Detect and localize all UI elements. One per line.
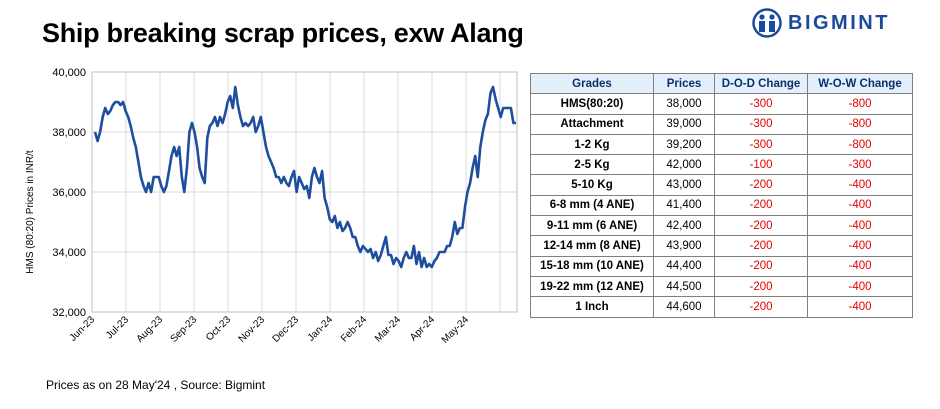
grade-cell: HMS(80:20) xyxy=(530,93,654,115)
plot-frame xyxy=(91,71,518,313)
y-tick-label: 32,000 xyxy=(52,307,86,319)
price-table: Grades Prices D-O-D Change W-O-W Change … xyxy=(530,72,913,318)
chart-series xyxy=(93,85,516,269)
price-cell: 39,200 xyxy=(653,133,715,156)
y-tick-label: 38,000 xyxy=(52,127,86,139)
x-tick-label: Mar-24 xyxy=(373,314,403,344)
x-tick-label: Aug-23 xyxy=(135,314,166,345)
dod-change-cell: -200 xyxy=(714,255,808,277)
price-cell: 41,400 xyxy=(653,194,715,217)
dod-change-cell: -200 xyxy=(714,235,808,257)
grade-cell: 1 Inch xyxy=(530,296,654,318)
chart-gridlines xyxy=(91,71,518,313)
grade-cell: 15-18 mm (10 ANE) xyxy=(530,255,654,277)
grade-cell: 19-22 mm (12 ANE) xyxy=(530,275,654,298)
dod-change-cell: -200 xyxy=(714,275,808,298)
grade-cell: 2-5 Kg xyxy=(530,154,654,176)
dod-change-cell: -300 xyxy=(714,133,808,156)
brand-logo: BIGMINT xyxy=(752,8,890,38)
x-tick-label: Feb-24 xyxy=(339,314,369,344)
dod-change-cell: -200 xyxy=(714,174,808,196)
grade-cell: 6-8 mm (4 ANE) xyxy=(530,194,654,217)
column-header-wow-change: W-O-W Change xyxy=(807,72,913,95)
x-tick-label: Jul-23 xyxy=(104,314,131,341)
grade-cell: 12-14 mm (8 ANE) xyxy=(530,235,654,257)
table-header-row: Grades Prices D-O-D Change W-O-W Change xyxy=(530,72,913,95)
x-tick-label: Sep-23 xyxy=(169,314,200,345)
wow-change-cell: -800 xyxy=(807,113,913,135)
price-cell: 39,000 xyxy=(653,113,715,135)
source-footnote: Prices as on 28 May'24 , Source: Bigmint xyxy=(46,378,266,392)
x-tick-label: Dec-23 xyxy=(271,314,302,345)
hms-price-line xyxy=(93,85,516,269)
dod-change-cell: -100 xyxy=(714,154,808,176)
price-cell: 44,500 xyxy=(653,275,715,298)
table-row: 2-5 Kg 42,000 -100 -300 xyxy=(530,154,913,176)
price-cell: 43,900 xyxy=(653,235,715,257)
table-row: 6-8 mm (4 ANE) 41,400 -200 -400 xyxy=(530,194,913,217)
wow-change-cell: -800 xyxy=(807,93,913,115)
page-title: Ship breaking scrap prices, exw Alang xyxy=(42,18,524,48)
column-header-grades: Grades xyxy=(530,72,654,95)
wow-change-cell: -400 xyxy=(807,296,913,318)
table-row: 9-11 mm (6 ANE) 42,400 -200 -400 xyxy=(530,215,913,237)
y-tick-label: 34,000 xyxy=(52,247,86,259)
y-tick-label: 40,000 xyxy=(52,67,86,79)
x-tick-label: Jan-24 xyxy=(306,314,336,344)
x-tick-label: Nov-23 xyxy=(237,314,268,345)
price-cell: 38,000 xyxy=(653,93,715,115)
grade-cell: 5-10 Kg xyxy=(530,174,654,196)
x-tick-label: Apr-24 xyxy=(408,314,437,343)
y-axis-label: HMS (80:20) Prices in INR/t xyxy=(25,150,36,274)
price-cell: 43,000 xyxy=(653,174,715,196)
dod-change-cell: -300 xyxy=(714,113,808,135)
column-header-dod-change: D-O-D Change xyxy=(714,72,808,95)
wow-change-cell: -400 xyxy=(807,255,913,277)
table-row: 1 Inch 44,600 -200 -400 xyxy=(530,296,913,318)
wow-change-cell: -400 xyxy=(807,174,913,196)
grade-cell: Attachment xyxy=(530,113,654,135)
price-cell: 44,600 xyxy=(653,296,715,318)
price-cell: 44,400 xyxy=(653,255,715,277)
table-row: 5-10 Kg 43,000 -200 -400 xyxy=(530,174,913,196)
wow-change-cell: -300 xyxy=(807,154,913,176)
table-row: 15-18 mm (10 ANE) 44,400 -200 -400 xyxy=(530,255,913,277)
wow-change-cell: -800 xyxy=(807,133,913,156)
table-row: 12-14 mm (8 ANE) 43,900 -200 -400 xyxy=(530,235,913,257)
table-row: HMS(80:20) 38,000 -300 -800 xyxy=(530,93,913,115)
price-cell: 42,400 xyxy=(653,215,715,237)
dod-change-cell: -200 xyxy=(714,296,808,318)
wow-change-cell: -400 xyxy=(807,235,913,257)
y-tick-label: 36,000 xyxy=(52,187,86,199)
table-row: 1-2 Kg 39,200 -300 -800 xyxy=(530,133,913,156)
wow-change-cell: -400 xyxy=(807,215,913,237)
price-cell: 42,000 xyxy=(653,154,715,176)
x-tick-label: May-24 xyxy=(440,314,472,346)
grade-cell: 1-2 Kg xyxy=(530,133,654,156)
column-header-prices: Prices xyxy=(653,72,715,95)
wow-change-cell: -400 xyxy=(807,194,913,217)
dod-change-cell: -300 xyxy=(714,93,808,115)
dod-change-cell: -200 xyxy=(714,194,808,217)
table-row: 19-22 mm (12 ANE) 44,500 -200 -400 xyxy=(530,275,913,298)
x-tick-label: Oct-23 xyxy=(204,314,233,343)
dod-change-cell: -200 xyxy=(714,215,808,237)
table-row: Attachment 39,000 -300 -800 xyxy=(530,113,913,135)
brand-name: BIGMINT xyxy=(788,11,890,34)
grade-cell: 9-11 mm (6 ANE) xyxy=(530,215,654,237)
wow-change-cell: -400 xyxy=(807,275,913,298)
bigmint-logo-icon xyxy=(752,8,782,38)
